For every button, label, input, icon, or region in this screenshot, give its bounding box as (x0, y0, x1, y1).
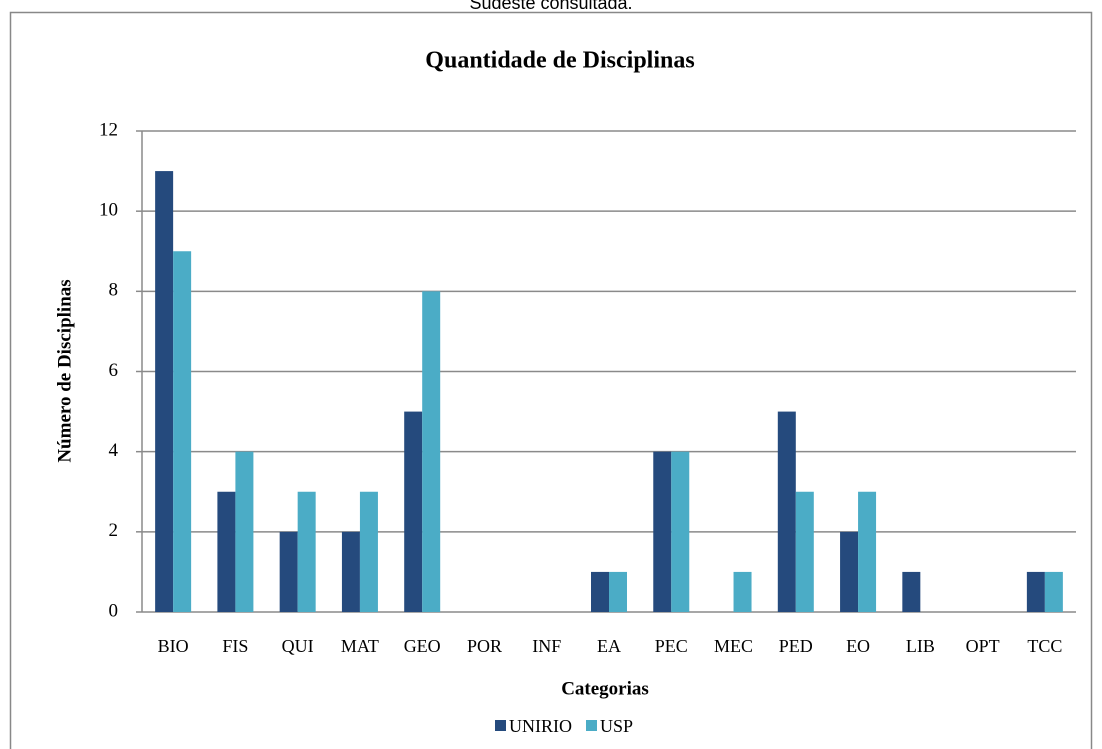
y-tick-label: 12 (99, 119, 118, 140)
bar (217, 491, 236, 612)
x-tick-label: MAT (341, 636, 379, 656)
legend-label: USP (600, 716, 633, 736)
x-tick-label: LIB (906, 636, 935, 656)
y-tick-label: 2 (109, 520, 119, 541)
bar (359, 491, 378, 612)
legend-swatch (495, 720, 506, 731)
bar (422, 291, 441, 612)
x-tick-label: PEC (655, 636, 688, 656)
x-tick-label: QUI (282, 636, 314, 656)
x-tick-label: GEO (404, 636, 441, 656)
y-axis-label: Número de Disciplinas (54, 279, 75, 462)
bar (1026, 571, 1045, 612)
x-tick-label: INF (532, 636, 561, 656)
bar (297, 491, 316, 612)
x-tick-label: PED (779, 636, 813, 656)
bar (671, 451, 690, 612)
legend-swatch (586, 720, 597, 731)
x-tick-label: EO (846, 636, 870, 656)
y-tick-label: 6 (109, 360, 119, 381)
legend-label: UNIRIO (509, 716, 572, 736)
x-tick-label: FIS (222, 636, 248, 656)
bar (733, 571, 752, 612)
bar (155, 171, 174, 613)
bar (1044, 571, 1063, 612)
x-axis-label: Categorias (561, 678, 649, 699)
chart-title: Quantidade de Disciplinas (425, 48, 694, 74)
x-tick-label: BIO (158, 636, 189, 656)
bar (902, 571, 921, 612)
bar (235, 451, 254, 612)
y-tick-label: 8 (109, 280, 119, 301)
bar (341, 531, 360, 612)
x-tick-label: POR (467, 636, 502, 656)
bar (173, 251, 192, 612)
bar (609, 571, 627, 612)
bar (795, 491, 814, 612)
bar (653, 451, 672, 612)
x-tick-label: TCC (1027, 636, 1062, 656)
x-tick-label: EA (597, 636, 621, 656)
bar (840, 531, 859, 612)
x-tick-label: OPT (966, 636, 1000, 656)
y-tick-label: 4 (109, 440, 119, 461)
bar (279, 531, 298, 612)
bar (591, 571, 609, 612)
bar (404, 411, 423, 612)
y-tick-label: 10 (99, 200, 118, 221)
caption-fragment: Sudeste consultada. (469, 0, 632, 13)
bar (777, 411, 796, 612)
bar (858, 491, 877, 612)
x-tick-label: MEC (714, 636, 753, 656)
chart-frame (9, 11, 1093, 749)
y-tick-label: 0 (109, 600, 119, 621)
